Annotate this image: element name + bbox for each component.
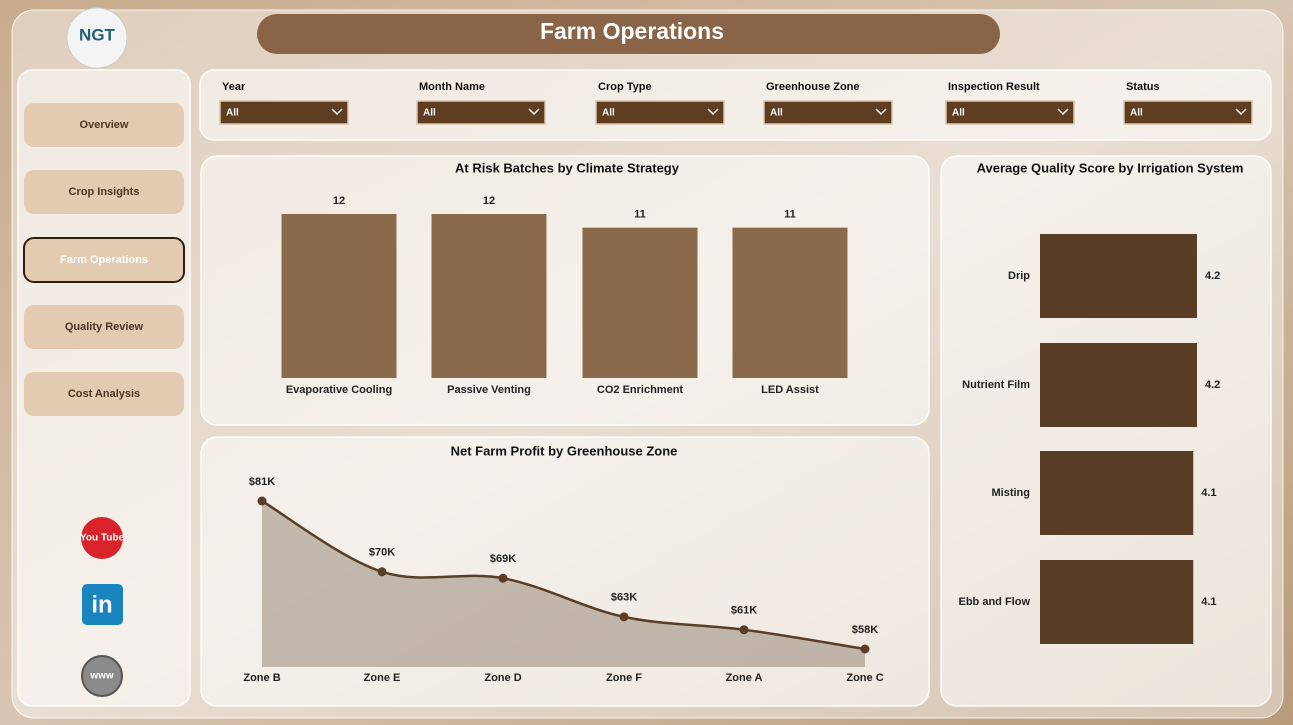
filter-panel bbox=[199, 69, 1272, 141]
value-label: $69K bbox=[490, 553, 516, 565]
filter-dropdown[interactable] bbox=[763, 100, 893, 125]
filter-label: Greenhouse Zone bbox=[766, 81, 860, 93]
y-tick-label: Drip bbox=[1008, 270, 1030, 282]
filter-dropdown[interactable] bbox=[1123, 100, 1253, 125]
dropdown-chevron bbox=[1235, 108, 1247, 116]
filter-dropdown[interactable] bbox=[945, 100, 1075, 125]
filter-dropdown[interactable] bbox=[595, 100, 725, 125]
area bbox=[262, 501, 865, 667]
nav-label: Crop Insights bbox=[69, 186, 140, 198]
social-icons: You Tube in www bbox=[80, 517, 125, 697]
title-bar bbox=[257, 14, 1000, 54]
bar bbox=[1040, 234, 1197, 318]
logo bbox=[66, 7, 128, 69]
nav-button[interactable] bbox=[24, 170, 184, 214]
filter-label: Crop Type bbox=[598, 81, 652, 93]
x-tick-label: Evaporative Cooling bbox=[286, 384, 392, 396]
chart-title: Average Quality Score by Irrigation Syst… bbox=[977, 160, 1244, 175]
filter-label: Month Name bbox=[419, 81, 485, 93]
value-label: 11 bbox=[784, 209, 796, 221]
bar bbox=[732, 227, 848, 378]
filter-label: Year bbox=[222, 81, 246, 93]
bar bbox=[281, 214, 397, 378]
nav-label: Quality Review bbox=[65, 321, 144, 333]
nav-button[interactable] bbox=[24, 305, 184, 349]
filter-value: All bbox=[226, 108, 239, 119]
filter-value: All bbox=[423, 108, 436, 119]
point bbox=[619, 612, 629, 622]
y-tick-label: Misting bbox=[992, 487, 1031, 499]
value-label: $70K bbox=[369, 547, 395, 559]
point bbox=[498, 573, 508, 583]
point bbox=[377, 567, 387, 577]
dropdown-chevron bbox=[1057, 108, 1069, 116]
filter-value: All bbox=[770, 108, 783, 119]
chart-title: At Risk Batches by Climate Strategy bbox=[455, 160, 680, 175]
point bbox=[257, 496, 267, 506]
y-tick-label: Ebb and Flow bbox=[959, 596, 1031, 608]
x-tick-label: Zone D bbox=[484, 672, 521, 684]
web-icon[interactable] bbox=[81, 655, 123, 697]
line bbox=[261, 499, 866, 651]
filter-label: Inspection Result bbox=[948, 81, 1040, 93]
x-tick-label: Zone C bbox=[846, 672, 883, 684]
linkedin-icon[interactable] bbox=[82, 584, 123, 625]
x-tick-label: Zone F bbox=[606, 672, 642, 684]
dropdown-chevron bbox=[331, 108, 343, 116]
value-label: $81K bbox=[249, 476, 275, 488]
x-tick-label: CO2 Enrichment bbox=[597, 384, 684, 396]
bar bbox=[582, 227, 698, 378]
nav-button[interactable] bbox=[24, 372, 184, 416]
nav-button[interactable] bbox=[24, 103, 184, 147]
filter-dropdown[interactable] bbox=[416, 100, 546, 125]
value-label: 12 bbox=[483, 195, 495, 207]
dropdown-chevron bbox=[528, 108, 540, 116]
bar bbox=[431, 214, 547, 378]
x-tick-label: Zone E bbox=[364, 672, 401, 684]
value-label: $63K bbox=[611, 592, 637, 604]
filter-label: Status bbox=[1126, 81, 1160, 93]
youtube-icon[interactable] bbox=[81, 517, 123, 559]
value-label: 4.2 bbox=[1205, 379, 1220, 391]
nav-button[interactable] bbox=[23, 237, 185, 283]
bar bbox=[1040, 560, 1194, 644]
dropdown-chevron bbox=[707, 108, 719, 116]
point bbox=[739, 625, 749, 635]
dropdown-chevron bbox=[875, 108, 887, 116]
chart-title: Net Farm Profit by Greenhouse Zone bbox=[451, 443, 678, 458]
web-text: www bbox=[89, 671, 114, 682]
value-label: 11 bbox=[634, 209, 646, 221]
page-title: Farm Operations bbox=[540, 18, 724, 44]
linkedin-text: in bbox=[91, 591, 112, 618]
value-label: 4.1 bbox=[1201, 487, 1216, 499]
chart-panel bbox=[200, 436, 930, 707]
nav-label: Overview bbox=[80, 119, 129, 131]
value-label: 4.1 bbox=[1201, 596, 1216, 608]
filter-value: All bbox=[952, 108, 965, 119]
youtube-text: You Tube bbox=[80, 533, 125, 544]
x-tick-label: Passive Venting bbox=[447, 384, 531, 396]
value-label: $61K bbox=[731, 605, 757, 617]
point bbox=[860, 644, 870, 654]
x-tick-label: Zone A bbox=[726, 672, 763, 684]
x-tick-label: Zone B bbox=[243, 672, 280, 684]
x-tick-label: LED Assist bbox=[761, 384, 819, 396]
bar bbox=[1040, 451, 1194, 535]
filter-value: All bbox=[602, 108, 615, 119]
nav-label: Cost Analysis bbox=[68, 388, 140, 400]
filter-value: All bbox=[1130, 108, 1143, 119]
value-label: $58K bbox=[852, 624, 878, 636]
logo-text: NGT bbox=[79, 25, 116, 44]
value-label: 12 bbox=[333, 195, 345, 207]
value-label: 4.2 bbox=[1205, 270, 1220, 282]
y-tick-label: Nutrient Film bbox=[962, 379, 1030, 391]
bar bbox=[1040, 343, 1197, 427]
nav-label: Farm Operations bbox=[60, 254, 148, 266]
filter-dropdown[interactable] bbox=[219, 100, 349, 125]
